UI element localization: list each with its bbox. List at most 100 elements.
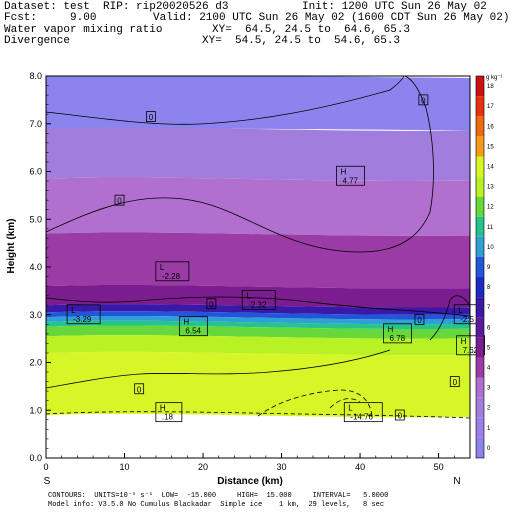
y-tick-label: 2.0: [29, 358, 42, 368]
zero-contour-top: [45, 75, 405, 125]
dataset-line: Dataset: test RIP: rip20020526 d3: [4, 1, 229, 13]
x-axis-ticks: 0 10 20 30 40 50: [43, 453, 471, 472]
contour-label: 0: [134, 383, 145, 394]
y-tick-label: 1.0: [29, 405, 42, 415]
svg-text:0: 0: [453, 378, 458, 387]
extremum-letter: H: [160, 404, 166, 413]
y-axis-label: Height (km): [6, 219, 17, 274]
svg-text:0: 0: [421, 96, 426, 105]
mixing-ratio-band: [46, 316, 470, 325]
colorbar-level: 1: [487, 426, 491, 432]
colorbar-swatch: [476, 196, 484, 217]
colorbar-level: 12: [487, 205, 494, 211]
svg-text:0: 0: [149, 113, 154, 122]
high-marker: H.18: [155, 402, 183, 423]
contour-label: 0: [114, 194, 125, 206]
mixing-ratio-band: [46, 351, 470, 418]
zero-contour-mid: [45, 296, 471, 317]
colorbar-level: 17: [487, 104, 494, 110]
extremum-letter: L: [458, 306, 463, 315]
terrain-mask: [46, 415, 470, 458]
high-marker: H6.78: [383, 323, 412, 344]
mixing-ratio-band: [46, 76, 470, 131]
mixing-ratio-band: [46, 325, 470, 339]
colorbar-swatch: [476, 236, 484, 257]
field1-name: Water vapor mixing ratio: [4, 24, 163, 36]
colorbar-level: 0: [487, 446, 491, 452]
south-label: S: [44, 476, 51, 487]
y-axis-ticks: 0.0 1.0 2.0 3.0 4.0 5.0 6.0 7.0 8.0: [29, 71, 51, 463]
colorbar-swatch: [476, 116, 484, 137]
mixing-ratio-band: [46, 311, 470, 320]
zero-contour-upper: [45, 75, 434, 253]
high-marker: H7.62: [456, 335, 485, 356]
colorbar-swatch: [476, 277, 484, 298]
mixing-ratio-band: [46, 232, 470, 289]
extremum-letter: H: [461, 337, 467, 346]
valid-line: Valid: 2100 UTC Sun 26 May 02 (1600 CDT …: [153, 12, 510, 24]
colorbar-level: 14: [487, 164, 494, 170]
contour-label: 0: [418, 94, 429, 105]
y-tick-label: 6.0: [29, 167, 42, 177]
init-line: Init: 1200 UTC Sun 26 May 02: [302, 1, 487, 13]
extremum-value: -14.76: [350, 413, 373, 422]
svg-text:0: 0: [417, 316, 422, 325]
extremum-value: .18: [162, 413, 174, 422]
footer-contours: CONTOURS: UNITS=10⁻⁵ s⁻¹ LOW= -15.000 HI…: [48, 492, 389, 500]
colorbar-level: 9: [487, 265, 491, 271]
extremum-value: 4.77: [342, 176, 358, 185]
north-label: N: [453, 476, 460, 487]
extremum-value: -2.28: [162, 272, 181, 281]
colorbar-frame: [475, 75, 485, 459]
colorbar-level: 2: [487, 406, 491, 412]
svg-text:0: 0: [117, 197, 122, 206]
colorbar-level: 11: [487, 225, 494, 231]
x-tick-label: 40: [355, 462, 365, 472]
extremum-letter: L: [348, 404, 353, 413]
extrema-labels: H4.77L-2.28L-2.32L-3.29 H6.54 H6.78L-2.5H7…: [66, 165, 485, 423]
y-tick-label: 3.0: [29, 310, 42, 320]
colorbar-swatch: [476, 136, 484, 157]
contour-label: 0: [414, 314, 425, 325]
extremum-letter: H: [183, 318, 189, 327]
y-tick-label: 4.0: [29, 262, 42, 272]
extremum-value: -3.29: [73, 315, 92, 324]
extremum-value: 6.78: [390, 334, 406, 343]
field2-name: Divergence: [4, 35, 71, 47]
footer-model-info: Model info: V3.5.0 No Cumulus Blackadar …: [48, 501, 385, 509]
zero-contour-right: [429, 295, 471, 341]
zero-contour-labels: 0 0 0 0 0 0 0 0: [114, 94, 460, 421]
colorbar-swatch: [476, 417, 484, 438]
mixing-ratio-band: [46, 177, 470, 236]
y-tick-label: 0.0: [29, 453, 42, 463]
extremum-letter: L: [160, 263, 165, 272]
colorbar-level: 4: [487, 366, 491, 372]
extremum-value: -2.5: [460, 315, 474, 324]
colorbar-level: 5: [487, 345, 491, 351]
extremum-letter: H: [340, 167, 346, 176]
mixing-ratio-band: [46, 127, 470, 181]
colorbar-swatch: [476, 256, 484, 278]
colorbar-level: 16: [487, 124, 494, 130]
colorbar-level: 3: [487, 386, 491, 392]
mixing-ratio-shading: [46, 76, 470, 418]
x-tick-label: 30: [277, 462, 287, 472]
forecast-line: Fcst: 9.00: [4, 12, 97, 24]
field2-cross-section: XY= 54.5, 24.5 to 54.6, 65.3: [202, 35, 401, 47]
colorbar-swatch: [476, 76, 484, 97]
ground-contour-dashed: [45, 411, 471, 419]
field1-cross-section: XY= 64.5, 24.5 to 64.6, 65.3: [212, 24, 411, 36]
low-marker: L-3.29: [66, 304, 101, 325]
x-axis-label: Distance (km): [217, 476, 283, 487]
contour-label: 0: [394, 409, 405, 421]
extremum-letter: H: [388, 325, 394, 334]
colorbar-swatch: [476, 216, 484, 237]
low-marker: L-2.32: [241, 290, 276, 310]
contour-label: 0: [449, 376, 460, 387]
high-marker: H6.54: [179, 316, 208, 337]
colorbar-level: 8: [487, 285, 491, 291]
low-marker: L-14.76: [343, 402, 383, 423]
colorbar-level: 13: [487, 185, 494, 191]
